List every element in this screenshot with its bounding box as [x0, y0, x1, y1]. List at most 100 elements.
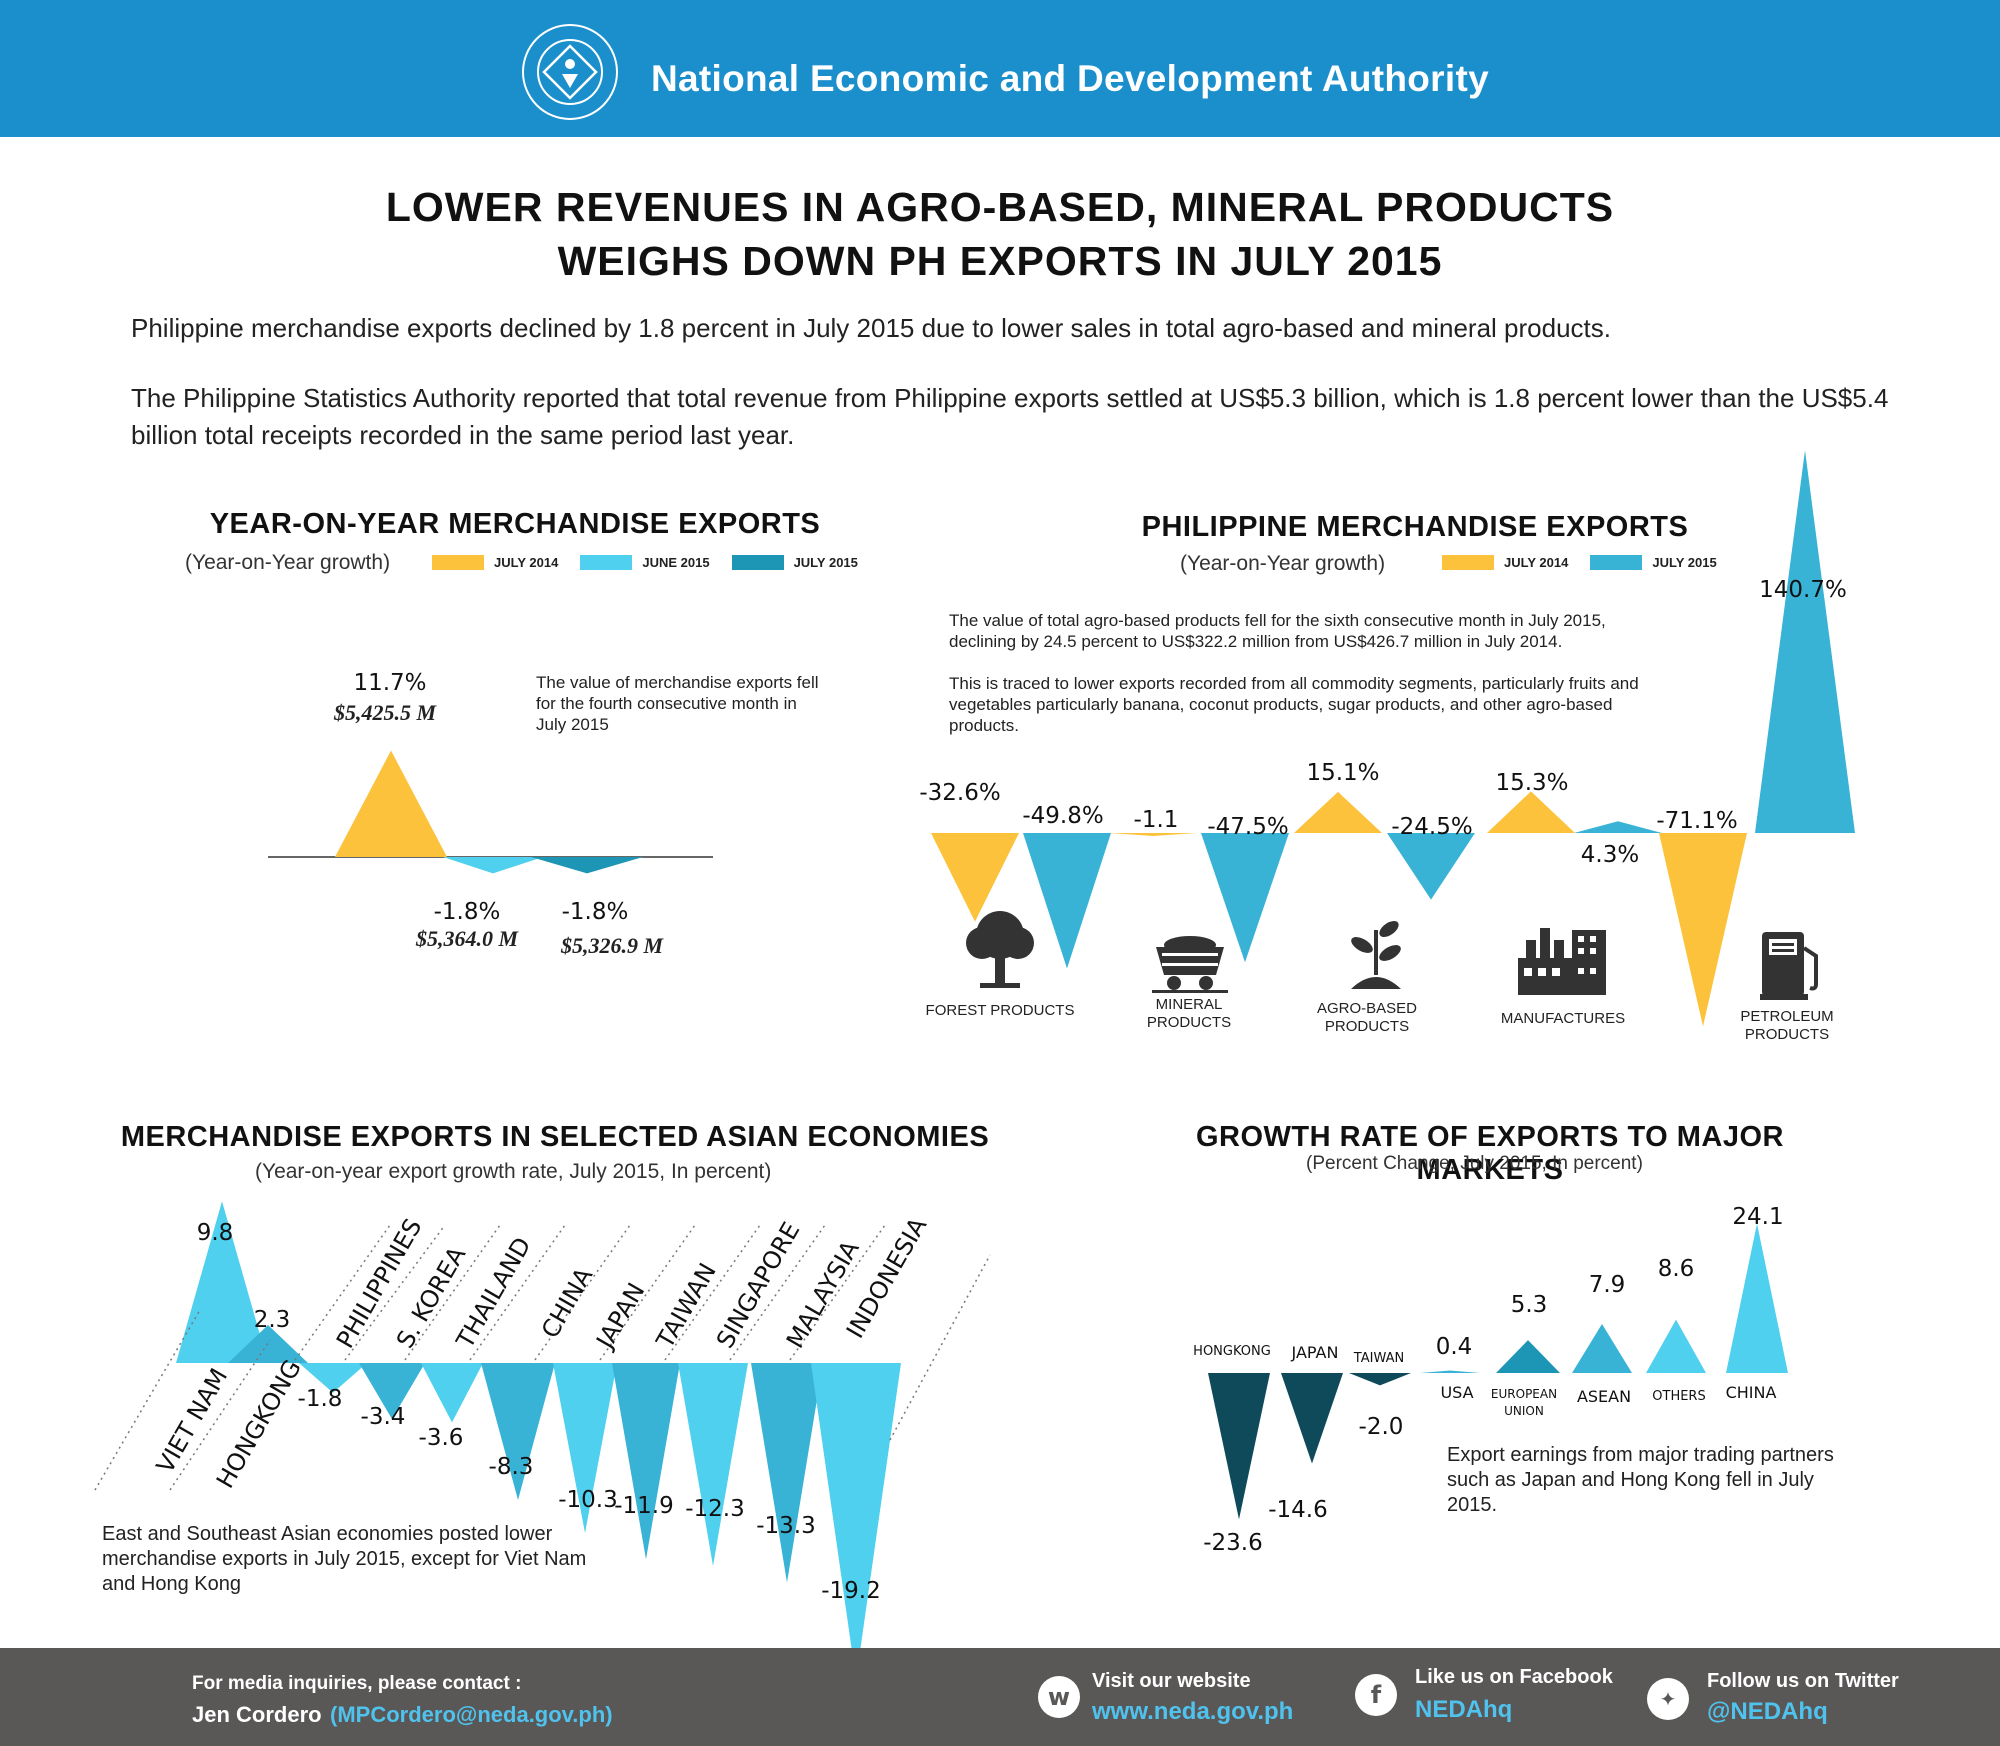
- ph-bar-petroleum-products-july-2014: [1659, 833, 1747, 1027]
- header-bar: National Economic and Development Author…: [0, 0, 2000, 137]
- market-bar-japan: [1281, 1373, 1343, 1464]
- ph-value-label-8: 4.3%: [1581, 842, 1639, 868]
- yoy-amount-label-july2014: $5,425.5 M: [333, 700, 438, 725]
- asian-bar-s-korea: [359, 1363, 425, 1420]
- ph-value-label-4: -47.5%: [1207, 814, 1288, 840]
- asian-chart-title: MERCHANDISE EXPORTS IN SELECTED ASIAN EC…: [120, 1121, 990, 1153]
- market-value-label-japan: -14.6: [1268, 1497, 1328, 1523]
- market-name-label-japan: JAPAN: [1291, 1343, 1339, 1362]
- ph-value-label-3: -1.1: [1134, 807, 1179, 833]
- asian-bar-indonesia: [811, 1363, 901, 1680]
- ph-bar-agro-based-products-july-2014: [1294, 791, 1382, 833]
- markets-chart-title: GROWTH RATE OF EXPORTS TO MAJOR MARKETS: [1196, 1121, 1784, 1186]
- category-label-manufactures: MANUFACTURES: [1500, 1010, 1626, 1027]
- market-name-label-usa: USA: [1440, 1383, 1473, 1402]
- ph-exports-note-2: This is traced to lower exports recorded…: [949, 674, 1639, 735]
- ph-exports-legend: JULY 2014 JULY 2015: [1442, 555, 1717, 570]
- tree-icon: [966, 911, 1034, 988]
- asian-value-label-malaysia: -13.3: [756, 1513, 816, 1539]
- asian-value-label-singapore: -12.3: [685, 1496, 745, 1522]
- asian-guide-line: [169, 1339, 271, 1491]
- yoy-amount-label-july2015: $5,326.9 M: [560, 933, 665, 958]
- asian-guide-line: [889, 1254, 991, 1441]
- ph-exports-note-1: The value of total agro-based products f…: [949, 611, 1606, 651]
- asian-value-label-s-korea: -3.4: [361, 1404, 406, 1430]
- market-name-label-taiwan: TAIWAN: [1353, 1351, 1404, 1366]
- asian-chart-subtitle: (Year-on-year export growth rate, July 2…: [255, 1160, 772, 1183]
- market-bar-china: [1726, 1223, 1788, 1373]
- legend-swatch-july2015: [1590, 555, 1643, 570]
- facebook-icon[interactable]: f: [1355, 1674, 1397, 1716]
- asian-value-label-hongkong: 2.3: [254, 1307, 291, 1333]
- twitter-icon[interactable]: ✦: [1647, 1678, 1689, 1720]
- neda-seal-logo: [522, 24, 618, 120]
- page-title-line1: LOWER REVENUES IN AGRO-BASED, MINERAL PR…: [385, 184, 1615, 230]
- legend-label-july2014: JULY 2014: [1504, 555, 1569, 570]
- yoy-chart-title: YEAR-ON-YEAR MERCHANDISE EXPORTS: [209, 508, 821, 540]
- ph-bar-manufactures-july-2015: [1574, 821, 1662, 833]
- ph-bar-forest-products-july-2014: [931, 833, 1019, 922]
- mine-cart-icon: [1152, 936, 1228, 993]
- asian-bar-viet-nam: [176, 1201, 268, 1363]
- organization-name: National Economic and Development Author…: [651, 58, 1489, 99]
- ph-bar-forest-products-july-2015: [1023, 833, 1111, 969]
- asian-value-label-japan: -10.3: [558, 1487, 618, 1513]
- asian-value-label-indonesia: -19.2: [821, 1578, 881, 1604]
- market-name-label-hongkong: HONGKONG: [1193, 1344, 1271, 1359]
- asian-bar-singapore: [678, 1363, 748, 1566]
- yoy-value-label-june2015: -1.8%: [434, 899, 501, 925]
- ph-bar-agro-based-products-july-2015: [1387, 833, 1475, 900]
- market-value-label-china: 24.1: [1732, 1204, 1783, 1230]
- intro-paragraph-1: Philippine merchandise exports declined …: [131, 313, 1611, 343]
- asian-value-label-taiwan: -11.9: [614, 1493, 674, 1519]
- intro-paragraph-2: The Philippine Statistics Authority repo…: [131, 383, 1889, 450]
- asian-value-label-viet-nam: 9.8: [197, 1220, 234, 1246]
- media-inquiries-label: For media inquiries, please contact :: [192, 1673, 522, 1694]
- website-link[interactable]: www.neda.gov.ph: [1092, 1698, 1294, 1725]
- asian-bar-philippines: [299, 1363, 367, 1393]
- category-label-petroleum: PETROLEUM PRODUCTS: [1740, 1008, 1834, 1043]
- asian-value-label-philippines: -1.8: [298, 1386, 343, 1412]
- ph-value-label-7: 15.3%: [1495, 770, 1568, 796]
- asian-guide-line: [344, 1224, 446, 1361]
- asian-value-label-thailand: -3.6: [419, 1425, 464, 1451]
- asian-bar-japan: [553, 1363, 617, 1533]
- yoy-legend: JULY 2014 JUNE 2015 JULY 2015: [432, 555, 858, 570]
- ph-bar-petroleum-products-july-2015: [1755, 450, 1855, 833]
- ph-exports-subtitle: (Year-on-Year growth): [1180, 552, 1386, 575]
- market-bar-european-union: [1496, 1340, 1560, 1373]
- contact-email-link[interactable]: (MPCordero@neda.gov.ph): [330, 1702, 613, 1727]
- ph-bar-mineral-products-july-2015: [1201, 833, 1289, 963]
- factory-icon: [1518, 928, 1606, 995]
- footer-bar: For media inquiries, please contact : Je…: [0, 1648, 2000, 1746]
- legend-swatch-july2014: [432, 555, 484, 570]
- asian-note: East and Southeast Asian economies poste…: [102, 1523, 587, 1595]
- yoy-chart-subtitle: (Year-on-Year growth): [185, 551, 391, 574]
- twitter-link[interactable]: @NEDAhq: [1707, 1698, 1828, 1725]
- category-label-mineral: MINERAL PRODUCTS: [1146, 996, 1232, 1031]
- market-name-label-asean: ASEAN: [1577, 1387, 1631, 1406]
- yoy-bar-july-2015: [531, 857, 643, 874]
- yoy-value-label-july2015: -1.8%: [562, 899, 629, 925]
- page-title-line2: WEIGHS DOWN PH EXPORTS IN JULY 2015: [557, 238, 1443, 284]
- market-value-label-taiwan: -2.0: [1359, 1414, 1404, 1440]
- category-label-forest: FOREST PRODUCTS: [925, 1002, 1075, 1019]
- fuel-pump-icon: [1760, 932, 1818, 1000]
- asian-bar-thailand: [421, 1363, 483, 1423]
- asian-country-label-thailand: THAILAND: [450, 1232, 536, 1353]
- market-name-label-european-union: EUROPEAN: [1491, 1387, 1557, 1401]
- website-icon[interactable]: w: [1038, 1676, 1080, 1718]
- asian-bar-china: [481, 1363, 555, 1500]
- market-value-label-asean: 7.9: [1589, 1272, 1626, 1298]
- markets-note: Export earnings from major trading partn…: [1447, 1444, 1834, 1516]
- asian-bar-taiwan: [612, 1363, 680, 1560]
- asian-country-label-china: CHINA: [536, 1262, 599, 1343]
- plant-icon: [1351, 921, 1401, 989]
- market-value-label-european-union: 5.3: [1511, 1292, 1548, 1318]
- twitter-label: Follow us on Twitter: [1707, 1670, 1899, 1692]
- ph-value-label-2: -49.8%: [1022, 803, 1103, 829]
- facebook-link[interactable]: NEDAhq: [1415, 1696, 1513, 1723]
- market-value-label-usa: 0.4: [1436, 1334, 1473, 1360]
- market-value-label-hongkong: -23.6: [1203, 1530, 1263, 1556]
